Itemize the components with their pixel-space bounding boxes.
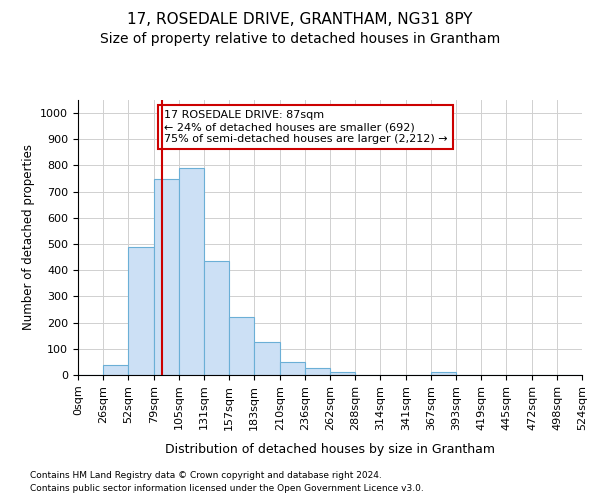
Bar bbox=[254, 342, 280, 375]
Bar bbox=[280, 362, 305, 375]
Bar bbox=[154, 179, 179, 375]
Bar bbox=[431, 372, 456, 375]
Bar bbox=[330, 372, 355, 375]
Y-axis label: Number of detached properties: Number of detached properties bbox=[22, 144, 35, 330]
Text: Contains HM Land Registry data © Crown copyright and database right 2024.: Contains HM Land Registry data © Crown c… bbox=[30, 471, 382, 480]
Bar bbox=[204, 261, 229, 375]
Bar bbox=[305, 368, 330, 375]
Text: Contains public sector information licensed under the Open Government Licence v3: Contains public sector information licen… bbox=[30, 484, 424, 493]
Bar bbox=[128, 246, 154, 375]
Text: 17 ROSEDALE DRIVE: 87sqm
← 24% of detached houses are smaller (692)
75% of semi-: 17 ROSEDALE DRIVE: 87sqm ← 24% of detach… bbox=[164, 110, 447, 144]
Text: Size of property relative to detached houses in Grantham: Size of property relative to detached ho… bbox=[100, 32, 500, 46]
Text: Distribution of detached houses by size in Grantham: Distribution of detached houses by size … bbox=[165, 442, 495, 456]
Bar bbox=[229, 318, 254, 375]
Bar bbox=[179, 168, 204, 375]
Bar bbox=[103, 364, 128, 375]
Text: 17, ROSEDALE DRIVE, GRANTHAM, NG31 8PY: 17, ROSEDALE DRIVE, GRANTHAM, NG31 8PY bbox=[127, 12, 473, 28]
